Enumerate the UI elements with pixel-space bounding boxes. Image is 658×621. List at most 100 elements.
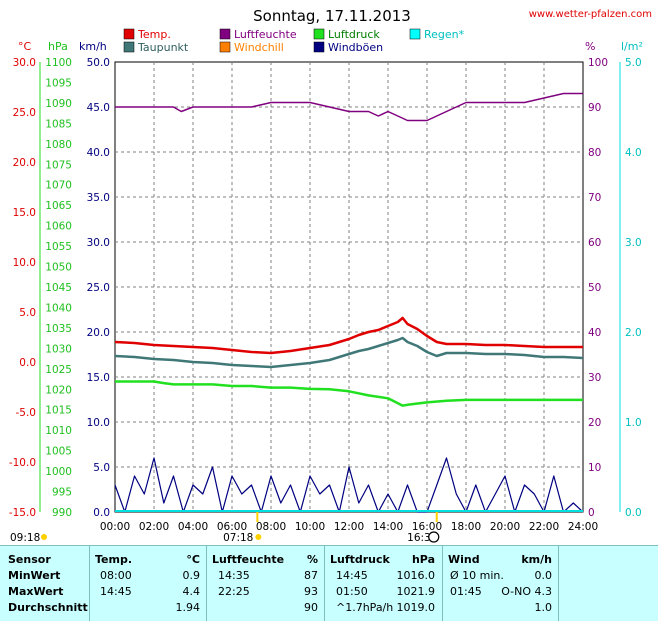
stats-w_val: O-NO 4.3 (501, 585, 552, 598)
series-temp (114, 316, 583, 355)
legend-swatch (219, 28, 231, 40)
tick-humidity: 50 (588, 282, 601, 294)
stats-t_val: 0.9 (182, 569, 201, 582)
legend-label: Luftdruck (328, 28, 380, 41)
stats-w_val: 0.0 (534, 569, 553, 582)
stats-col-press (324, 546, 443, 621)
stats-col-wind (442, 546, 559, 621)
unit-humidity: % (585, 40, 595, 53)
tick-pressure: 1025 (45, 364, 72, 376)
moon-icon (428, 531, 440, 543)
legend-label: Temp. (137, 28, 171, 41)
legend-swatch (123, 41, 135, 53)
tick-pressure: 1060 (45, 221, 72, 233)
stats-label: MinWert (8, 569, 61, 582)
sun-icon (41, 534, 47, 540)
tick-pressure: 1045 (45, 282, 72, 294)
series-taupunkt (114, 336, 584, 369)
stats-w_time: Ø 10 min. (450, 569, 504, 582)
tick-humidity: 70 (588, 192, 601, 204)
unit-temp: °C (18, 40, 32, 53)
tick-pressure: 1005 (45, 446, 72, 458)
tick-humidity: 60 (588, 237, 601, 249)
stats-p_time: 01:50 (336, 585, 368, 598)
legend-swatch (409, 28, 421, 40)
stats-w_time: 01:45 (450, 585, 482, 598)
stats-p_time: ^1.7hPa/h (336, 601, 394, 614)
tick-pressure: 1050 (45, 262, 72, 274)
legend-swatch (123, 28, 135, 40)
tick-temp: 10.0 (13, 257, 36, 269)
tick-pressure: 1030 (45, 343, 72, 355)
tick-pressure: 1000 (45, 466, 72, 478)
tick-x: 12:00 (334, 521, 364, 533)
sunset-label: 16:3 (407, 532, 431, 544)
stats-p_val: 1021.9 (396, 585, 436, 598)
stats-col-sensor (0, 546, 90, 621)
tick-temp: 30.0 (13, 57, 36, 69)
tick-x: 08:00 (256, 521, 286, 533)
stats-label: MaxWert (8, 585, 64, 598)
stats-col-temp (89, 546, 207, 621)
legend-swatch (219, 41, 231, 53)
tick-temp: 25.0 (13, 107, 36, 119)
unit-wind: km/h (79, 40, 107, 53)
stats-t_time: 08:00 (100, 569, 132, 582)
tick-x: 18:00 (451, 521, 481, 533)
tick-x: 24:00 (568, 521, 598, 533)
tick-wind: 15.0 (87, 372, 110, 384)
tick-humidity: 20 (588, 417, 601, 429)
sun-bar: 09:18 07:18 16:3 (10, 512, 440, 544)
tick-temp: -10.0 (9, 457, 36, 469)
sunrise-label: 07:18 (223, 532, 253, 544)
tick-pressure: 1035 (45, 323, 72, 335)
tick-humidity: 10 (588, 462, 601, 474)
tick-x: 20:00 (490, 521, 520, 533)
tick-labels: 30.0 25.0 20.0 15.0 10.0 5.0 0.0 -5.0 -10.0 -15.0… (9, 57, 642, 533)
tick-wind: 25.0 (87, 282, 110, 294)
tick-rain: 0.0 (625, 507, 642, 519)
hdr-press: Luftdruck (330, 553, 390, 566)
tick-pressure: 1055 (45, 241, 72, 253)
tick-x: 06:00 (217, 521, 247, 533)
tick-pressure: 1080 (45, 139, 72, 151)
stats-h_time: 14:35 (218, 569, 250, 582)
tick-pressure: 1070 (45, 180, 72, 192)
weather-chart: Sonntag, 17.11.2013 www.wetter-pfalzen.c… (9, 7, 652, 544)
series-group (114, 92, 584, 513)
tick-pressure: 1075 (45, 159, 72, 171)
tick-pressure: 1085 (45, 118, 72, 130)
tick-x: 14:00 (373, 521, 403, 533)
legend: Temp. Luftfeuchte Luftdruck Regen* Taupunkt W… (123, 28, 465, 54)
hdr-temp-unit: °C (186, 553, 200, 566)
tick-humidity: 100 (588, 57, 608, 69)
tick-temp: 5.0 (19, 307, 36, 319)
hdr-temp: Temp. (95, 553, 133, 566)
stats-p_val: 1016.0 (396, 569, 436, 582)
hdr-hum: Luftfeuchte (212, 553, 285, 566)
tick-x: 10:00 (295, 521, 325, 533)
hdr-wind: Wind (448, 553, 480, 566)
tick-rain: 1.0 (625, 417, 642, 429)
chart-title: Sonntag, 17.11.2013 (253, 7, 411, 25)
legend-label: Taupunkt (137, 41, 189, 54)
tick-x: 22:00 (529, 521, 559, 533)
tick-pressure: 1090 (45, 98, 72, 110)
stats-t_time: 14:45 (100, 585, 132, 598)
tick-x: 00:00 (100, 521, 130, 533)
tick-humidity: 80 (588, 147, 601, 159)
legend-label: Windböen (328, 41, 383, 54)
axis-units: °C hPa km/h% l/m² (18, 40, 643, 53)
tick-rain: 2.0 (625, 327, 642, 339)
tick-pressure: 1040 (45, 302, 72, 314)
tick-x: 16:00 (412, 521, 442, 533)
legend-label: Regen* (424, 28, 465, 41)
tick-temp: 20.0 (13, 157, 36, 169)
tick-wind: 45.0 (87, 102, 110, 114)
tick-temp: -15.0 (9, 507, 36, 519)
sun-prev-label: 09:18 (10, 532, 40, 544)
tick-pressure: 1015 (45, 405, 72, 417)
stats-h_val: 87 (304, 569, 318, 582)
stats-t_val: 1.94 (175, 601, 201, 614)
tick-humidity: 30 (588, 372, 601, 384)
